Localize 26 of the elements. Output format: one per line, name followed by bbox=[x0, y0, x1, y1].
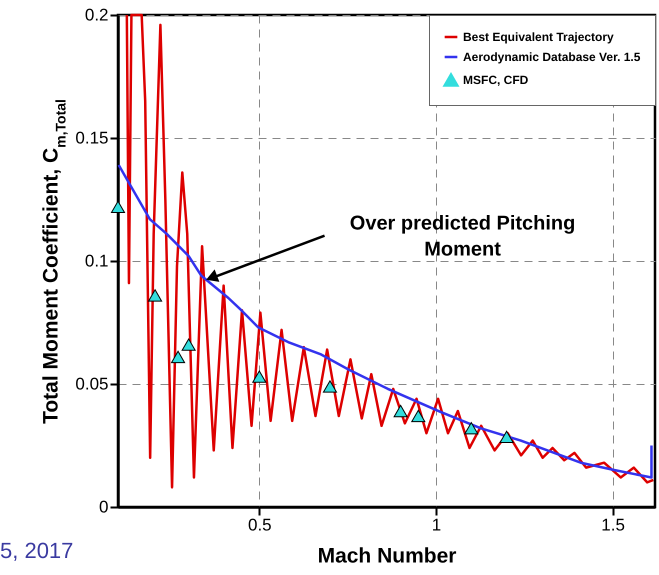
line-series bbox=[126, 14, 654, 489]
text: 5, 2017 bbox=[0, 538, 74, 563]
point bbox=[182, 338, 196, 351]
point bbox=[500, 430, 514, 444]
x-axis-title: Mach Number bbox=[318, 544, 456, 568]
legend-label: Aerodynamic Database Ver. 1.5 bbox=[463, 50, 641, 64]
point bbox=[171, 350, 186, 364]
y-tick-label: 0 bbox=[99, 498, 108, 516]
point bbox=[394, 404, 408, 418]
y-tick-label: 0.2 bbox=[84, 6, 108, 24]
point bbox=[252, 370, 266, 383]
y-tick-label: 0.05 bbox=[75, 374, 108, 394]
annotation: Over predicted Pitching Moment bbox=[350, 212, 576, 261]
x-tick-label: 1 bbox=[432, 516, 442, 534]
legend-label: MSFC, CFD bbox=[463, 73, 529, 87]
legend-label: Best Equivalent Trajectory bbox=[463, 30, 614, 44]
y-tick-label: 0.15 bbox=[75, 128, 108, 148]
x-tick-label: 0.5 bbox=[248, 516, 272, 534]
point bbox=[464, 422, 478, 434]
point bbox=[110, 200, 126, 214]
line-series bbox=[117, 164, 653, 479]
y-tick-label: 0.1 bbox=[84, 252, 108, 270]
point bbox=[411, 410, 426, 422]
point bbox=[148, 289, 162, 302]
point bbox=[322, 380, 337, 393]
x-tick-label: 1.5 bbox=[601, 516, 625, 534]
